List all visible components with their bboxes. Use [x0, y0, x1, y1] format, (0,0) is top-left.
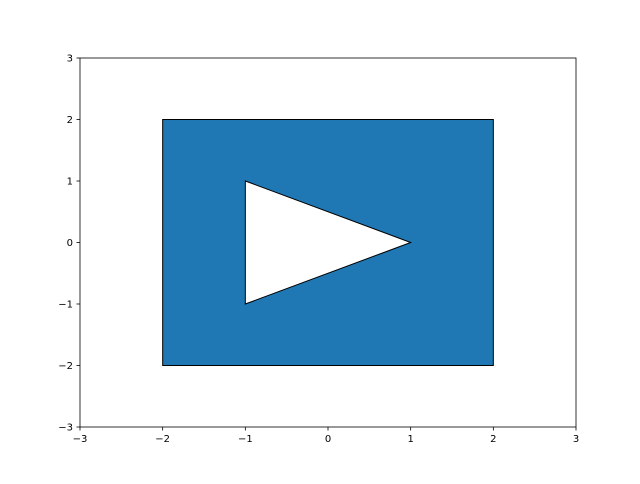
shape-triangle-hole — [244, 180, 413, 305]
y-tick-label: 1 — [67, 177, 73, 188]
x-tick-label: −2 — [155, 434, 170, 445]
x-tick-label: 0 — [325, 434, 331, 445]
y-tick-label: −2 — [58, 361, 73, 372]
x-tick-label: −3 — [73, 434, 88, 445]
x-tick-label: 1 — [407, 434, 413, 445]
x-tick-label: 3 — [573, 434, 579, 445]
x-tick-label: −1 — [238, 434, 253, 445]
y-tick-label: −1 — [58, 300, 73, 311]
y-tick-label: 2 — [67, 115, 73, 126]
y-tick-label: −3 — [58, 423, 73, 434]
y-tick-label: 0 — [67, 238, 73, 249]
x-axis: −3 −2 −1 0 1 2 3 — [73, 427, 579, 445]
y-axis: −3 −2 −1 0 1 2 3 — [58, 54, 80, 434]
plot-area — [162, 119, 494, 366]
y-tick-label: 3 — [67, 54, 73, 65]
x-tick-label: 2 — [490, 434, 496, 445]
